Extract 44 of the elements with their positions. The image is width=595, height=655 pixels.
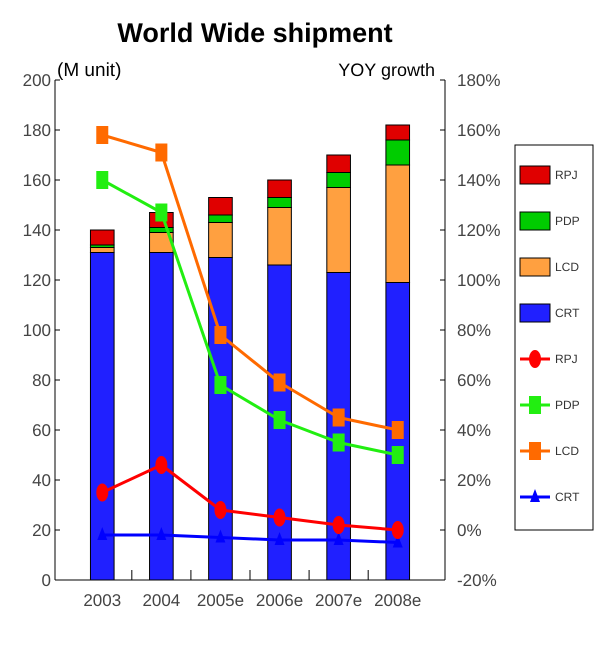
legend-label: PDP	[555, 214, 580, 228]
y2-tick-label: 20%	[457, 470, 492, 490]
point	[156, 527, 166, 540]
y2-tick-label: -20%	[457, 570, 497, 590]
y-tick-label: 180	[22, 120, 51, 140]
y-tick-label: 160	[22, 170, 51, 190]
y-tick-label: 20	[32, 520, 51, 540]
legend-label: RPJ	[555, 168, 578, 182]
point	[274, 532, 285, 545]
y-tick-label: 80	[32, 370, 51, 390]
legend-label: PDP	[555, 398, 580, 412]
y2-tick-label: 120%	[457, 220, 500, 240]
y2-tick-label: 100%	[457, 270, 500, 290]
x-tick-label: 2004	[142, 591, 180, 610]
x-tick-label: 2006e	[256, 591, 304, 610]
y-tick-label: 120	[22, 270, 51, 290]
bar	[90, 230, 115, 246]
x-tick-label: 2007e	[314, 591, 362, 610]
y2-tick-label: 80%	[457, 320, 492, 340]
legend-label: CRT	[555, 490, 580, 504]
x-tick-label: 2005e	[196, 591, 244, 610]
point	[215, 530, 226, 542]
y-tick-label: 100	[22, 320, 51, 340]
chart-title: World Wide shipment	[117, 18, 393, 48]
y2-tick-label: 60%	[457, 370, 492, 390]
y2-tick-label: 160%	[457, 120, 500, 140]
legend-label: CRT	[555, 306, 580, 320]
legend-label: RPJ	[555, 352, 578, 366]
x-tick-label: 2008e	[374, 591, 422, 610]
legend-label: LCD	[555, 444, 580, 458]
y-tick-label: 0	[42, 570, 51, 590]
x-tick-label: 2003	[83, 591, 122, 610]
y2-tick-label: 40%	[457, 420, 492, 440]
y-tick-label: 140	[22, 220, 51, 240]
y2-tick-label: 180%	[457, 70, 500, 90]
y2-axis-title: YOY growth	[338, 60, 435, 80]
y-tick-label: 40	[32, 470, 51, 490]
point	[97, 527, 108, 540]
y2-tick-label: 0%	[457, 520, 482, 540]
y-axis-title: (M unit)	[57, 60, 122, 81]
y-tick-label: 200	[22, 70, 51, 90]
y-tick-label: 60	[32, 420, 51, 440]
legend-label: LCD	[555, 260, 580, 274]
y2-tick-label: 140%	[457, 170, 500, 190]
